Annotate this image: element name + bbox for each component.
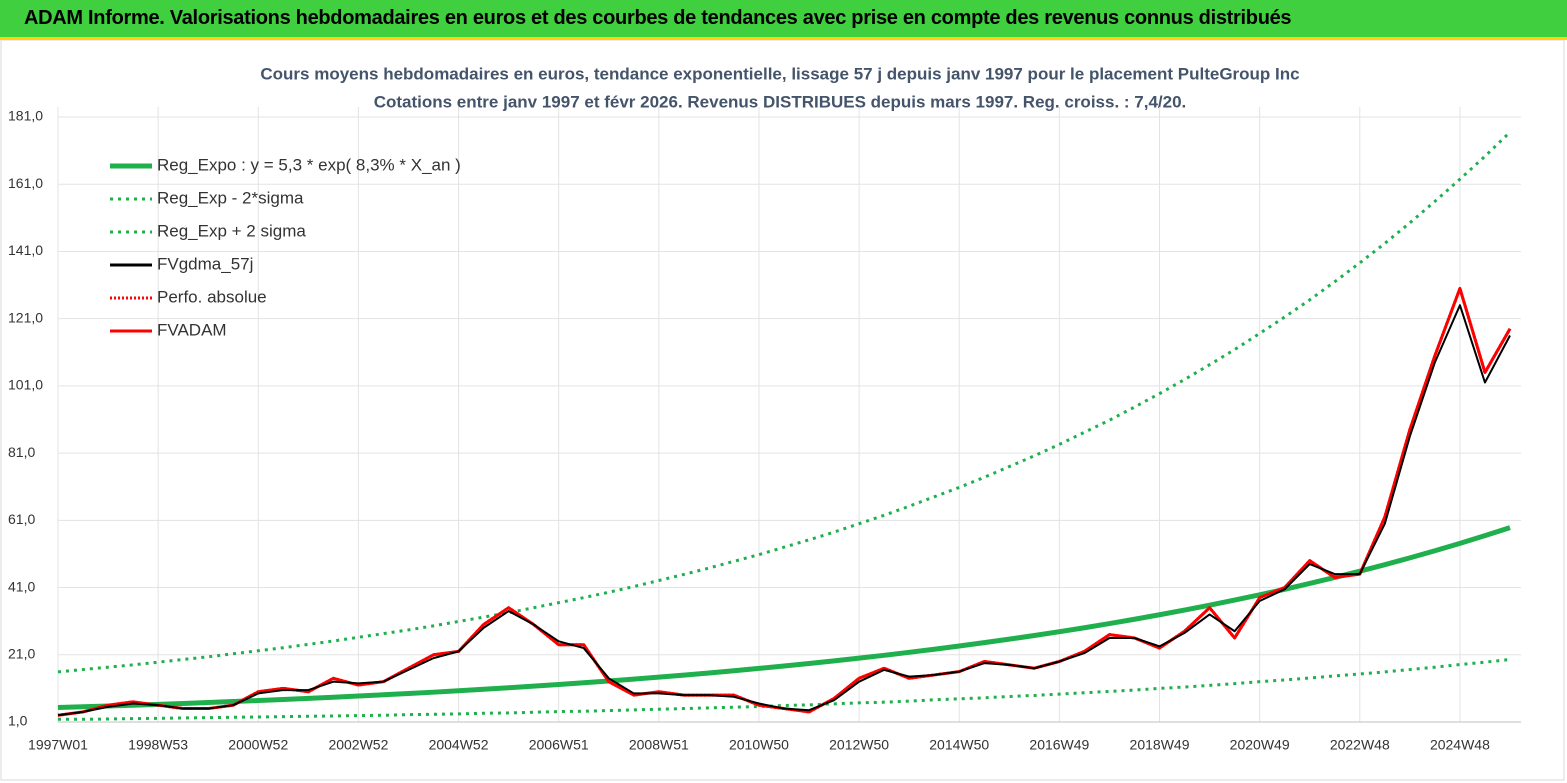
x-tick-label: 2022W48 xyxy=(1330,737,1390,753)
y-tick-label: 61,0 xyxy=(8,511,35,527)
x-tick-label: 2000W52 xyxy=(228,737,288,753)
legend-label: FVgdma_57j xyxy=(157,254,253,273)
y-tick-label: 21,0 xyxy=(8,645,35,661)
x-tick-label: 2018W49 xyxy=(1130,737,1190,753)
x-tick-label: 2010W50 xyxy=(729,737,789,753)
x-tick-label: 2020W49 xyxy=(1230,737,1290,753)
header: ADAM Informe. Valorisations hebdomadaire… xyxy=(0,0,1567,40)
y-tick-label: 141,0 xyxy=(8,242,43,258)
y-tick-label: 1,0 xyxy=(8,713,28,729)
legend-label: Reg_Expo : y = 5,3 * exp( 8,3% * X_an ) xyxy=(157,155,461,174)
legend-label: Reg_Exp - 2*sigma xyxy=(157,188,304,207)
legend-label: FVADAM xyxy=(157,320,227,339)
x-tick-label: 1997W01 xyxy=(28,737,88,753)
chart-title: Cours moyens hebdomadaires en euros, ten… xyxy=(260,64,1299,83)
x-tick-label: 2004W52 xyxy=(429,737,489,753)
x-tick-label: 2016W49 xyxy=(1029,737,1089,753)
legend-label: Reg_Exp + 2 sigma xyxy=(157,221,306,240)
chart-subtitle: Cotations entre janv 1997 et févr 2026. … xyxy=(374,92,1187,111)
header-title: ADAM Informe. Valorisations hebdomadaire… xyxy=(24,7,1292,29)
chart-frame xyxy=(0,40,1565,781)
y-tick-label: 81,0 xyxy=(8,444,35,460)
legend-label: Perfo. absolue xyxy=(157,287,267,306)
series-line xyxy=(57,304,1511,717)
y-tick-label: 41,0 xyxy=(8,578,35,594)
x-tick-label: 2014W50 xyxy=(929,737,989,753)
series-line xyxy=(58,657,1511,721)
x-tick-label: 2012W50 xyxy=(829,737,889,753)
x-tick-label: 2008W51 xyxy=(629,737,689,753)
y-tick-label: 121,0 xyxy=(8,309,43,325)
x-tick-label: 1998W53 xyxy=(128,737,188,753)
x-tick-label: 2006W51 xyxy=(529,737,589,753)
chart: Cours moyens hebdomadaires en euros, ten… xyxy=(0,40,1565,781)
y-tick-label: 161,0 xyxy=(8,175,43,191)
y-tick-label: 181,0 xyxy=(8,108,43,124)
x-tick-label: 2024W48 xyxy=(1430,737,1490,753)
series-line xyxy=(57,131,1512,674)
x-tick-label: 2002W52 xyxy=(328,737,388,753)
y-tick-label: 101,0 xyxy=(8,377,43,393)
